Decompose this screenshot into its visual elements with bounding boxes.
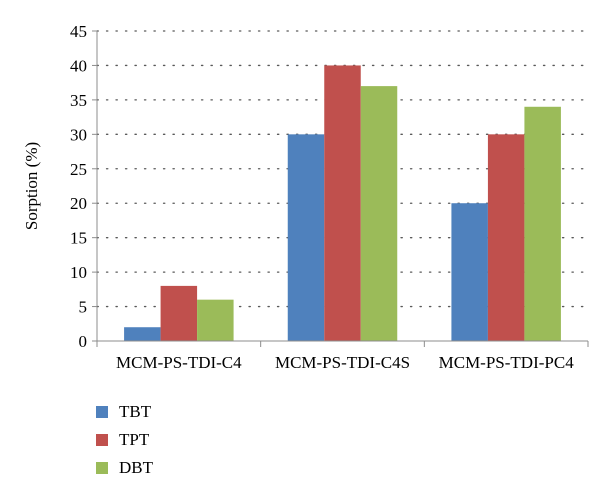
y-tick-label: 10 [70, 263, 87, 282]
bars [124, 65, 561, 342]
bar-tbt-1 [124, 327, 161, 341]
y-tick-label: 0 [79, 332, 88, 351]
bar-tpt-3 [487, 134, 525, 341]
y-tick-label: 30 [70, 125, 87, 144]
legend-item-tpt: TPT [96, 426, 153, 454]
bar-tbt-2 [287, 134, 325, 341]
legend: TBT TPT DBT [96, 398, 153, 482]
y-tick-label: 25 [70, 160, 87, 179]
bar-dbt-1 [197, 299, 234, 341]
bar-tpt-1 [160, 285, 198, 341]
y-axis-label: Sorption (%) [22, 142, 41, 230]
y-tick-label: 35 [70, 91, 87, 110]
legend-swatch-tpt [96, 434, 108, 446]
y-tick-label: 15 [70, 229, 87, 248]
y-tick-labels: 0 5 10 15 20 25 30 35 40 45 [70, 22, 87, 351]
x-tick-label: MCM-PS-TDI-C4S [275, 353, 410, 372]
bar-dbt-3 [524, 106, 561, 342]
x-tick-label: MCM-PS-TDI-PC4 [439, 353, 575, 372]
legend-item-tbt: TBT [96, 398, 153, 426]
x-tick-label: MCM-PS-TDI-C4 [116, 353, 242, 372]
axes [92, 30, 589, 347]
legend-swatch-tbt [96, 406, 108, 418]
y-tick-label: 5 [79, 298, 88, 317]
x-tick-labels: MCM-PS-TDI-C4 MCM-PS-TDI-C4S MCM-PS-TDI-PC… [116, 353, 574, 372]
legend-label-tbt: TBT [119, 402, 152, 421]
bar-dbt-2 [360, 86, 398, 341]
bar-tpt-2 [324, 65, 361, 341]
legend-item-dbt: DBT [96, 454, 153, 482]
legend-label-dbt: DBT [119, 458, 153, 477]
bar-tbt-3 [451, 203, 488, 341]
y-tick-label: 45 [70, 22, 87, 41]
y-tick-label: 40 [70, 56, 87, 75]
y-tick-label: 20 [70, 194, 87, 213]
legend-swatch-dbt [96, 462, 108, 474]
legend-label-tpt: TPT [119, 430, 150, 449]
